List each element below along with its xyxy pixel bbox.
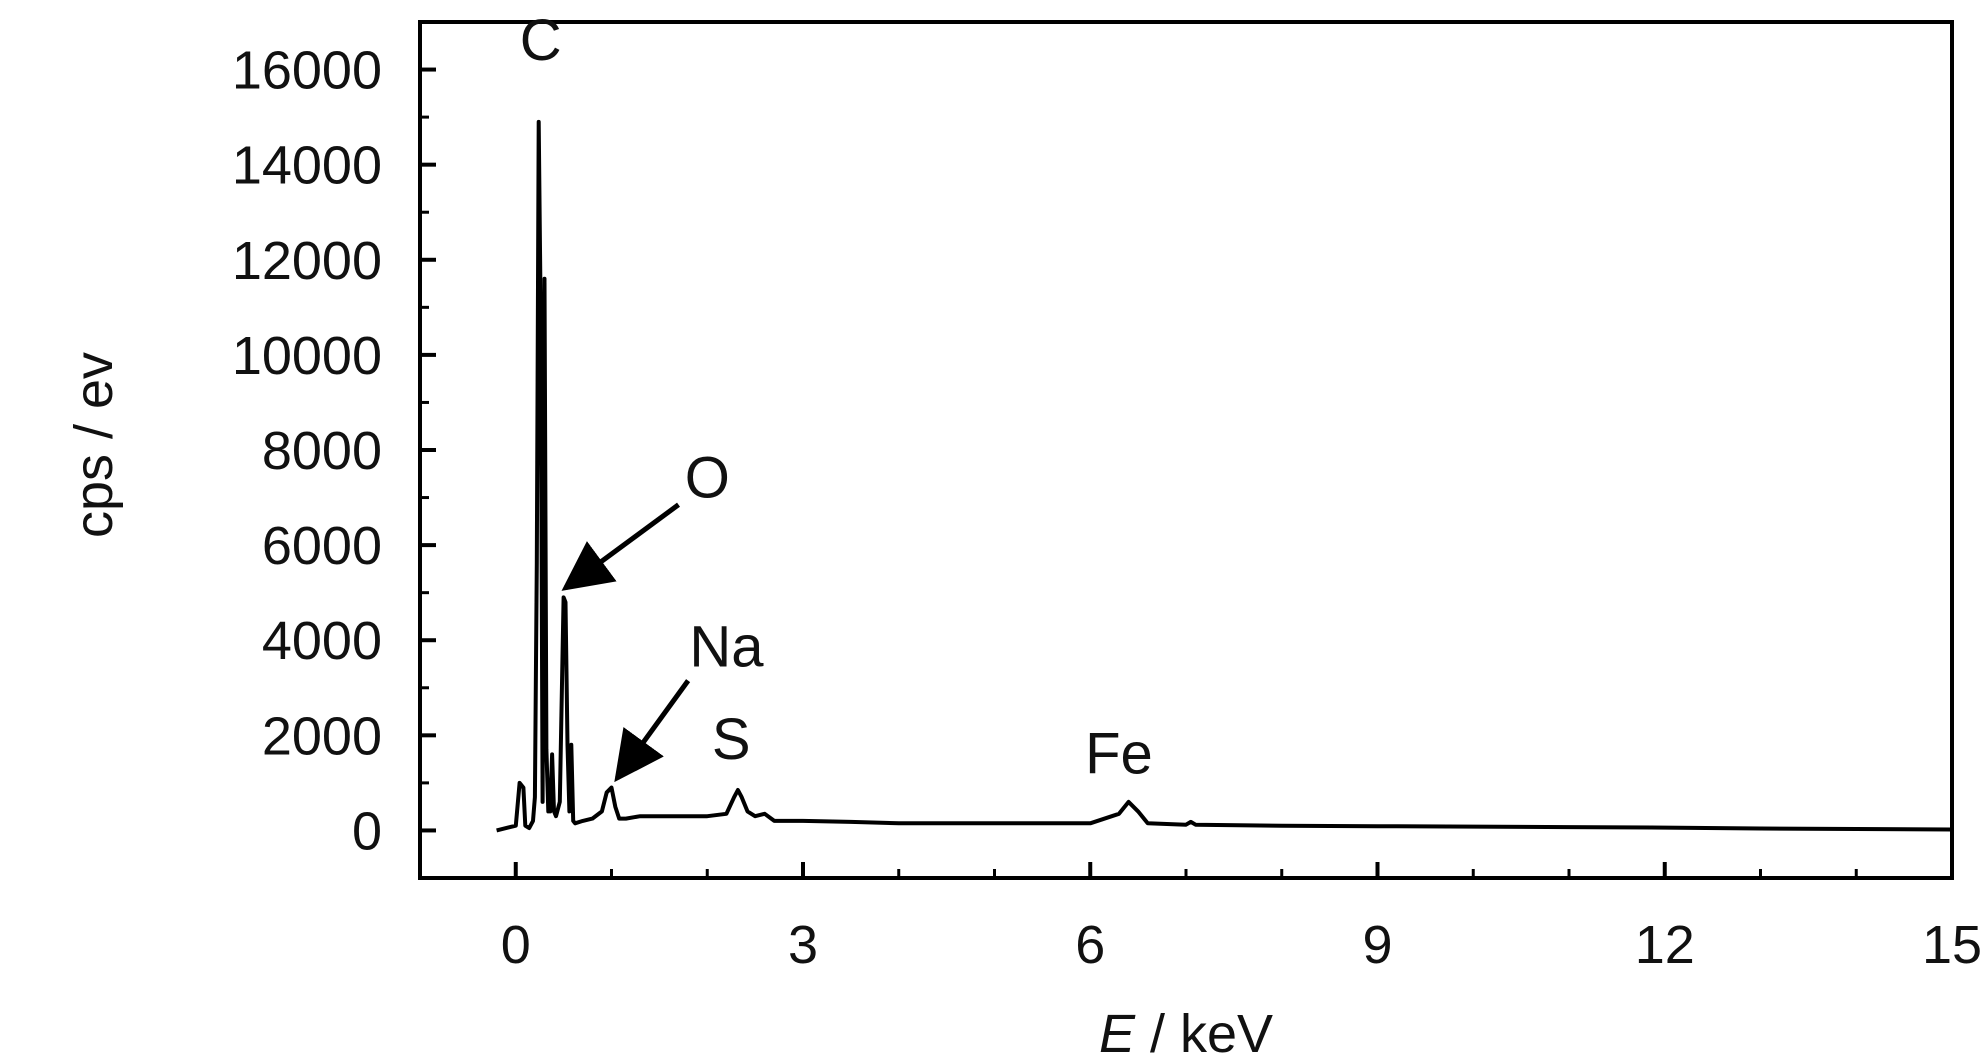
- y-tick-label: 16000: [232, 41, 382, 101]
- peak-label-na: Na: [689, 614, 764, 679]
- peak-label-fe: Fe: [1085, 721, 1153, 786]
- annotation-arrow-1: [614, 679, 691, 783]
- x-axis-title: E / keV: [1099, 1004, 1273, 1063]
- x-tick-label: 6: [1075, 915, 1105, 975]
- y-tick-label: 12000: [232, 231, 382, 291]
- x-tick-label: 9: [1362, 915, 1392, 975]
- peak-label-c: C: [520, 8, 562, 73]
- x-tick-label: 15: [1922, 915, 1982, 975]
- annotation-arrow-0: [561, 502, 681, 591]
- y-tick-label: 8000: [262, 421, 382, 481]
- peak-label-s: S: [712, 707, 751, 772]
- x-axis-ticks: 0 3 6 9 12 15: [418, 862, 1982, 975]
- y-tick-label: 6000: [262, 516, 382, 576]
- x-tick-label: 3: [788, 915, 818, 975]
- y-axis-title: cps / ev: [64, 352, 124, 538]
- peak-annotations: C O Na S Fe: [520, 8, 1153, 786]
- x-axis-title-symbol: E: [1099, 1004, 1136, 1063]
- y-tick-label: 10000: [232, 326, 382, 386]
- x-tick-label: 12: [1635, 915, 1695, 975]
- x-tick-label: 0: [501, 915, 531, 975]
- peak-label-o: O: [685, 446, 730, 511]
- plot-frame: [418, 20, 1954, 880]
- spectrum-line: [496, 119, 1953, 833]
- y-tick-label: 4000: [262, 611, 382, 671]
- y-tick-label: 2000: [262, 706, 382, 766]
- peak-arrows: [561, 502, 691, 783]
- y-axis-ticks: 0 2000 4000 6000 8000 10000 12000 14000 16000: [232, 41, 436, 861]
- x-axis-title-unit: / keV: [1135, 1004, 1273, 1063]
- y-tick-label: 14000: [232, 136, 382, 196]
- y-tick-label: 0: [352, 801, 382, 861]
